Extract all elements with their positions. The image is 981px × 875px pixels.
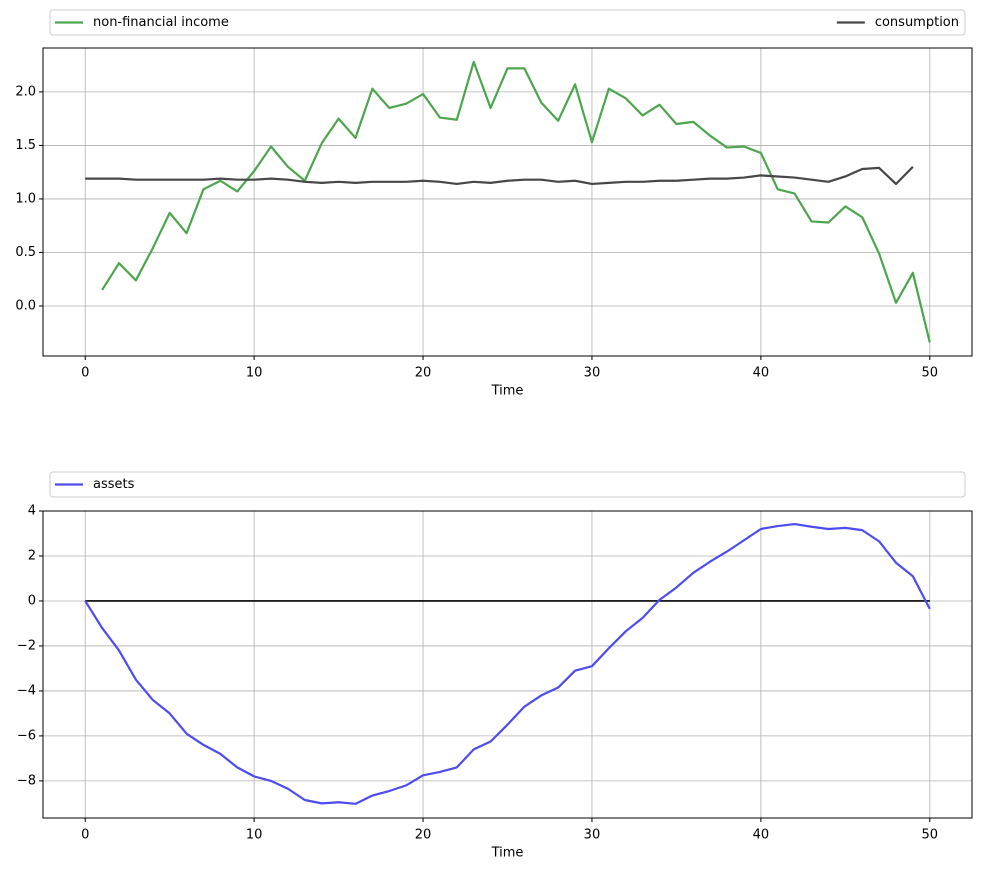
y-tick-label: 2.0 <box>15 84 36 99</box>
y-tick-label: 4 <box>28 504 36 519</box>
legend-box <box>49 9 966 36</box>
x-axis-label: Time <box>491 846 524 861</box>
x-tick-label: 20 <box>415 828 432 843</box>
x-tick-label: 20 <box>415 366 432 381</box>
legend-box <box>49 471 966 498</box>
x-tick-label: 10 <box>246 828 263 843</box>
y-tick-label: 1.0 <box>15 191 36 206</box>
series-line <box>101 60 931 343</box>
legend-label: consumption <box>875 15 959 30</box>
y-tick-label: 0.5 <box>15 245 36 260</box>
y-tick-label: 0 <box>28 593 36 608</box>
x-tick-label: 30 <box>584 366 601 381</box>
x-tick-label: 30 <box>584 828 601 843</box>
x-tick-label: 40 <box>753 366 770 381</box>
y-tick-label: −4 <box>17 683 36 698</box>
x-tick-label: 50 <box>921 828 938 843</box>
y-tick-label: −6 <box>17 728 36 743</box>
series-line <box>84 522 931 805</box>
plot-frame <box>42 510 973 819</box>
series-line <box>85 166 914 186</box>
y-tick-label: −2 <box>17 638 36 653</box>
x-tick-label: 10 <box>246 366 263 381</box>
y-tick-label: −8 <box>17 773 36 788</box>
x-tick-label: 0 <box>81 366 89 381</box>
x-tick-label: 0 <box>81 828 89 843</box>
x-tick-label: 40 <box>753 828 770 843</box>
x-axis-label: Time <box>491 384 524 399</box>
legend-label: non-financial income <box>93 15 229 30</box>
legend-label: assets <box>93 477 135 492</box>
y-tick-label: 1.5 <box>15 138 36 153</box>
y-tick-label: 0.0 <box>15 299 36 314</box>
y-tick-label: 2 <box>28 548 36 563</box>
plot-frame <box>42 47 973 357</box>
x-tick-label: 50 <box>921 366 938 381</box>
